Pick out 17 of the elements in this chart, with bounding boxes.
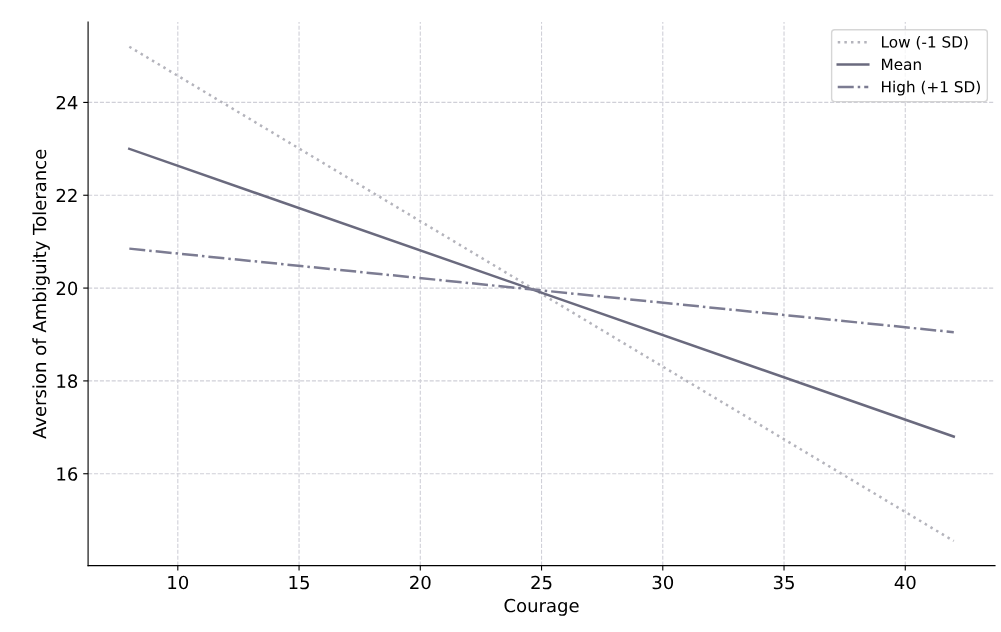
y-tick-label: 18 <box>57 374 78 389</box>
legend-label: Mean <box>882 58 921 71</box>
y-tick-label: 24 <box>56 95 78 110</box>
x-tick-label: 15 <box>289 575 309 590</box>
legend-label: Low (-1 SD) <box>882 35 968 50</box>
x-tick-label: 40 <box>894 575 916 590</box>
x-axis-title: Courage <box>504 598 579 616</box>
legend-label: High (+1 SD) <box>882 80 980 96</box>
x-tick-label: 35 <box>773 575 794 590</box>
y-tick-label: 16 <box>57 467 78 481</box>
x-tick-label: 30 <box>652 575 674 590</box>
x-tick-label: 10 <box>168 575 189 590</box>
y-tick-label: 22 <box>56 188 77 203</box>
x-tick-label: 20 <box>410 575 431 590</box>
y-axis-title: Aversion of Ambiguity Tolerance <box>32 149 50 439</box>
y-tick-label: 20 <box>56 281 78 296</box>
x-tick-label: 25 <box>531 575 552 590</box>
